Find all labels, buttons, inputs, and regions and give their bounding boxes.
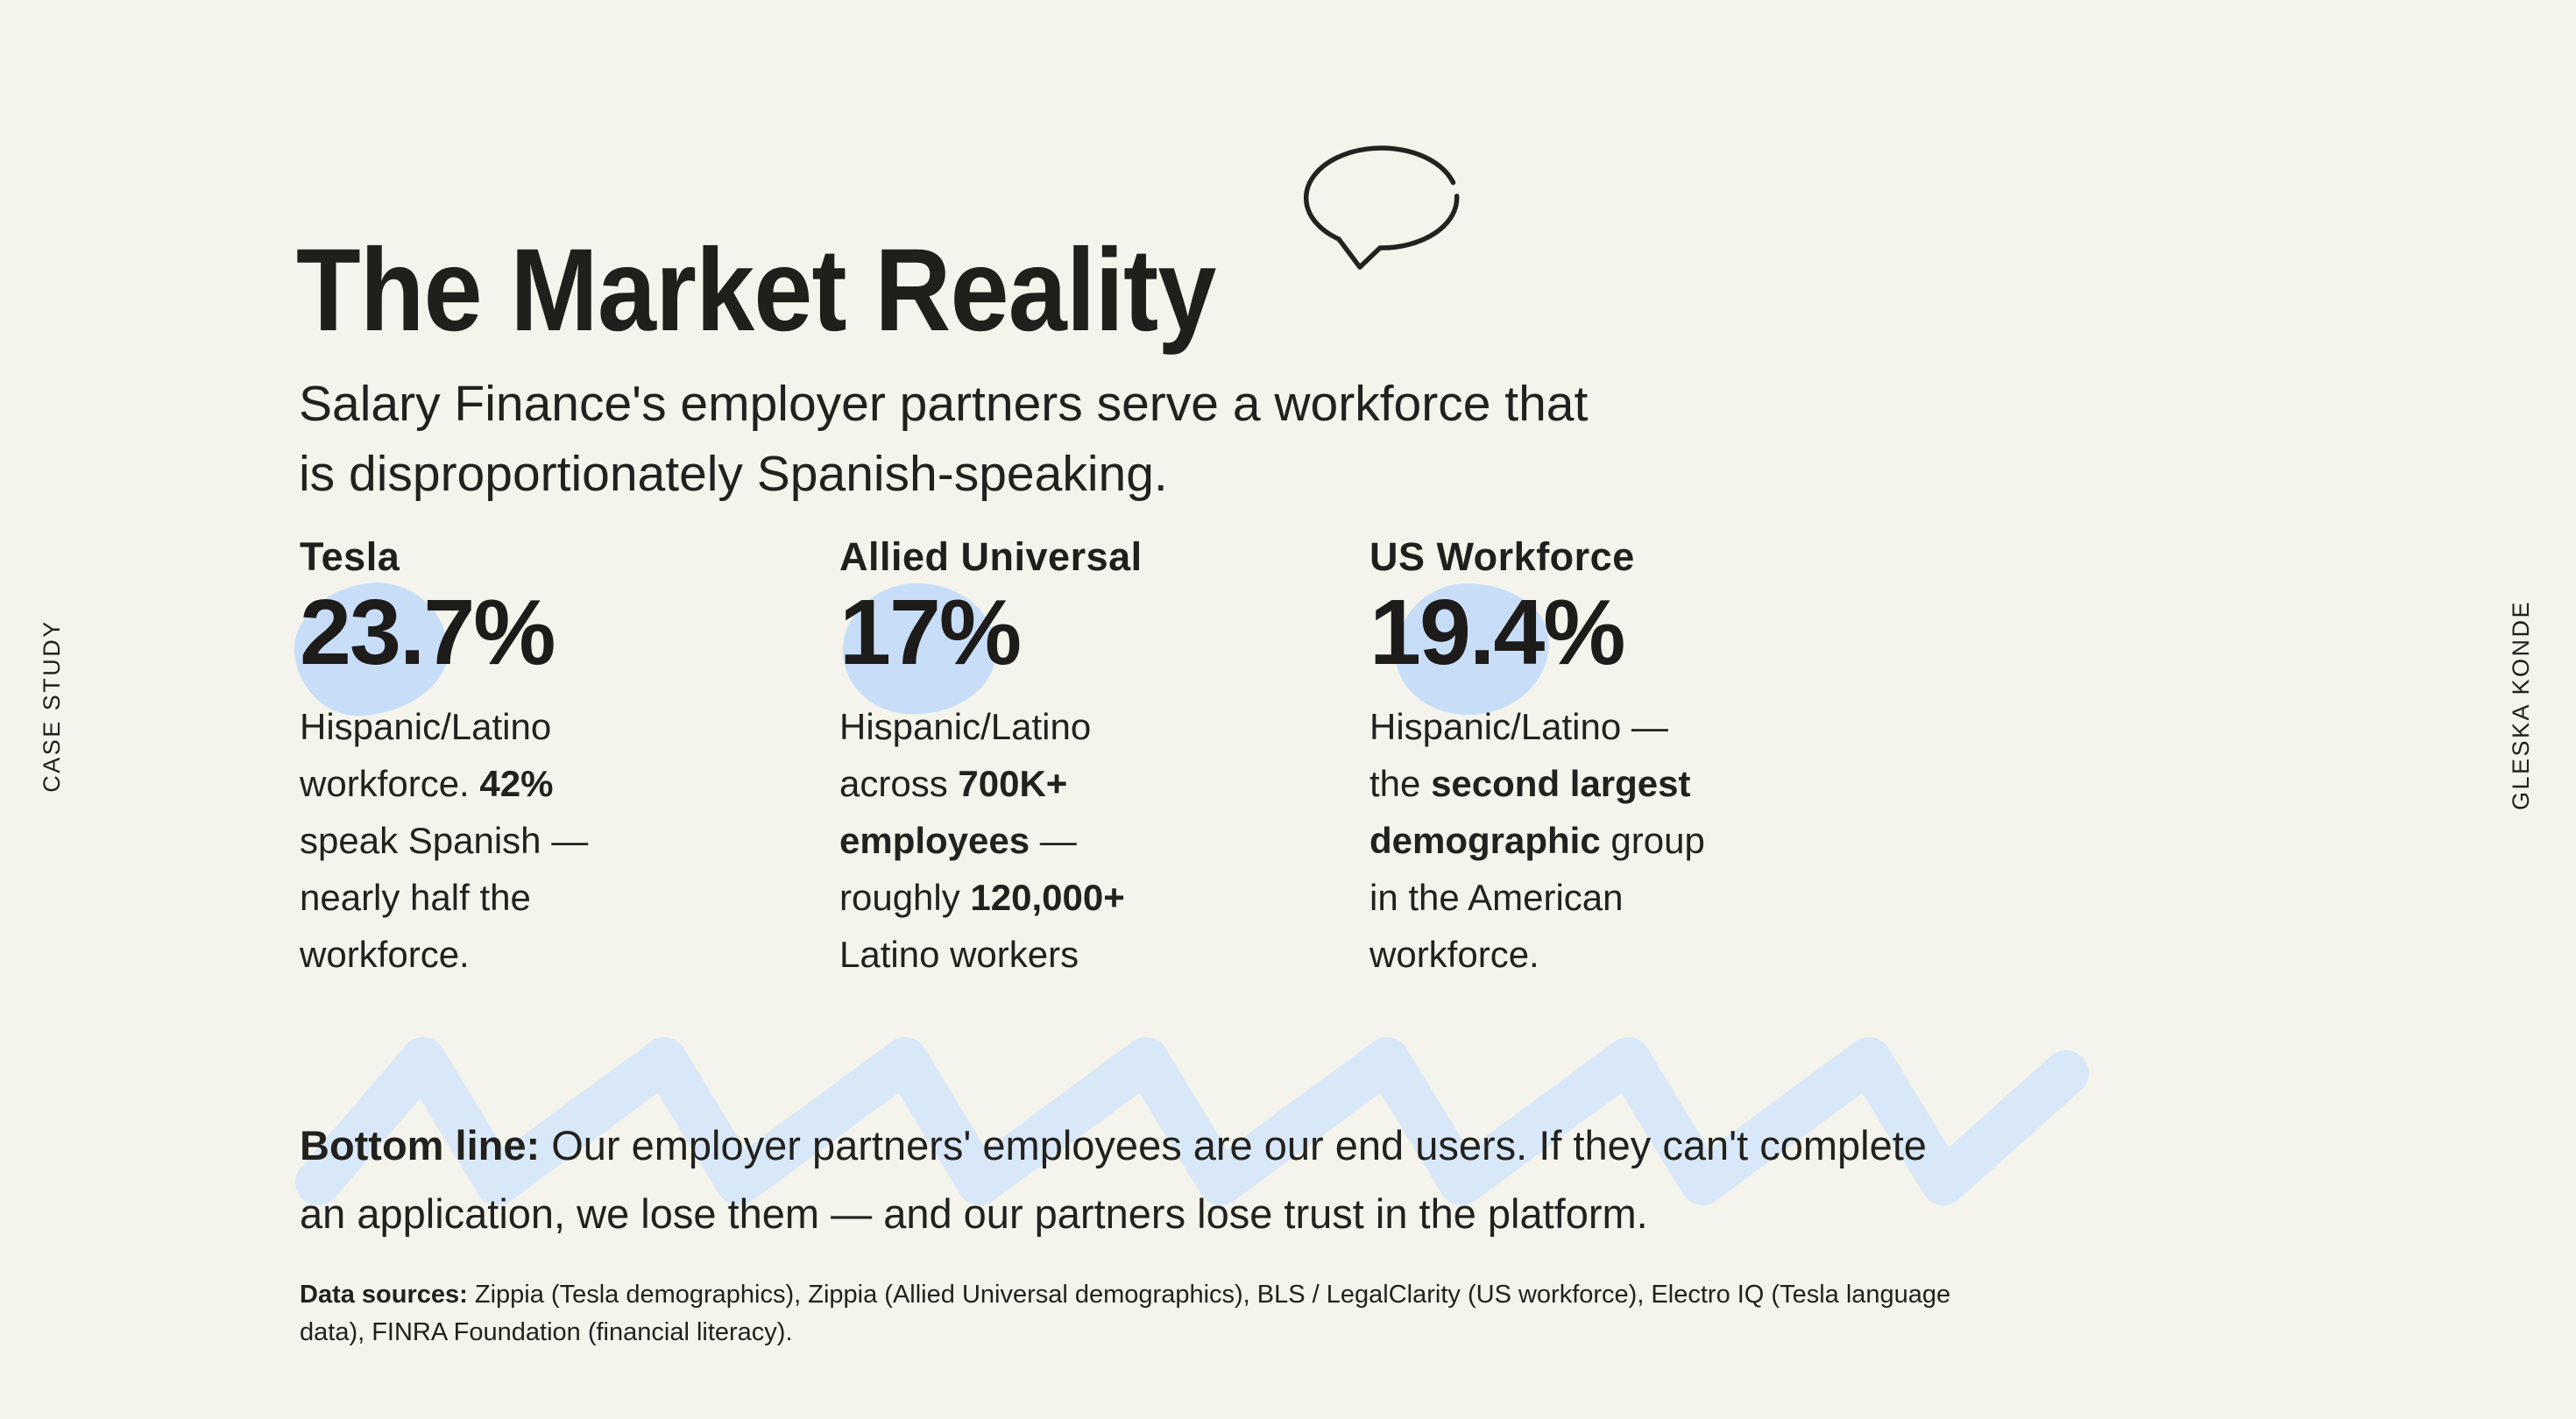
stat-label: Tesla — [300, 534, 400, 579]
stat-label: US Workforce — [1369, 534, 1635, 579]
stat-value: 23.7% — [300, 581, 556, 684]
stat-description: Hispanic/Latino across 700K+ employees —… — [839, 706, 1125, 975]
stat-card-us-workforce: US Workforce 19.4% Hispanic/Latino — the… — [1369, 533, 1869, 983]
subtitle: Salary Finance's employer partners serve… — [299, 376, 1589, 502]
side-label-author: GLESKA KONDE — [2507, 599, 2534, 811]
stat-description: Hispanic/Latino workforce. 42% speak Spa… — [300, 706, 589, 975]
zigzag-scribble-decoration — [295, 1037, 2089, 1205]
data-sources-note: Data sources: Zippia (Tesla demographics… — [300, 1281, 1951, 1346]
side-label-case-study: CASE STUDY — [38, 619, 65, 793]
speech-bubble-icon — [1303, 145, 1460, 270]
stat-value: 19.4% — [1369, 581, 1626, 684]
stat-value: 17% — [839, 581, 1022, 684]
page-title: The Market Reality — [296, 224, 1216, 356]
stat-card-allied-universal: Allied Universal 17% Hispanic/Latino acr… — [838, 533, 1269, 983]
bottom-line-statement: Bottom line: Our employer partners' empl… — [300, 1122, 1927, 1237]
stat-description: Hispanic/Latino — the second largest dem… — [1369, 706, 1705, 975]
stat-card-tesla: Tesla 23.7% Hispanic/Latino workforce. 4… — [287, 533, 711, 983]
stat-label: Allied Universal — [839, 534, 1143, 579]
